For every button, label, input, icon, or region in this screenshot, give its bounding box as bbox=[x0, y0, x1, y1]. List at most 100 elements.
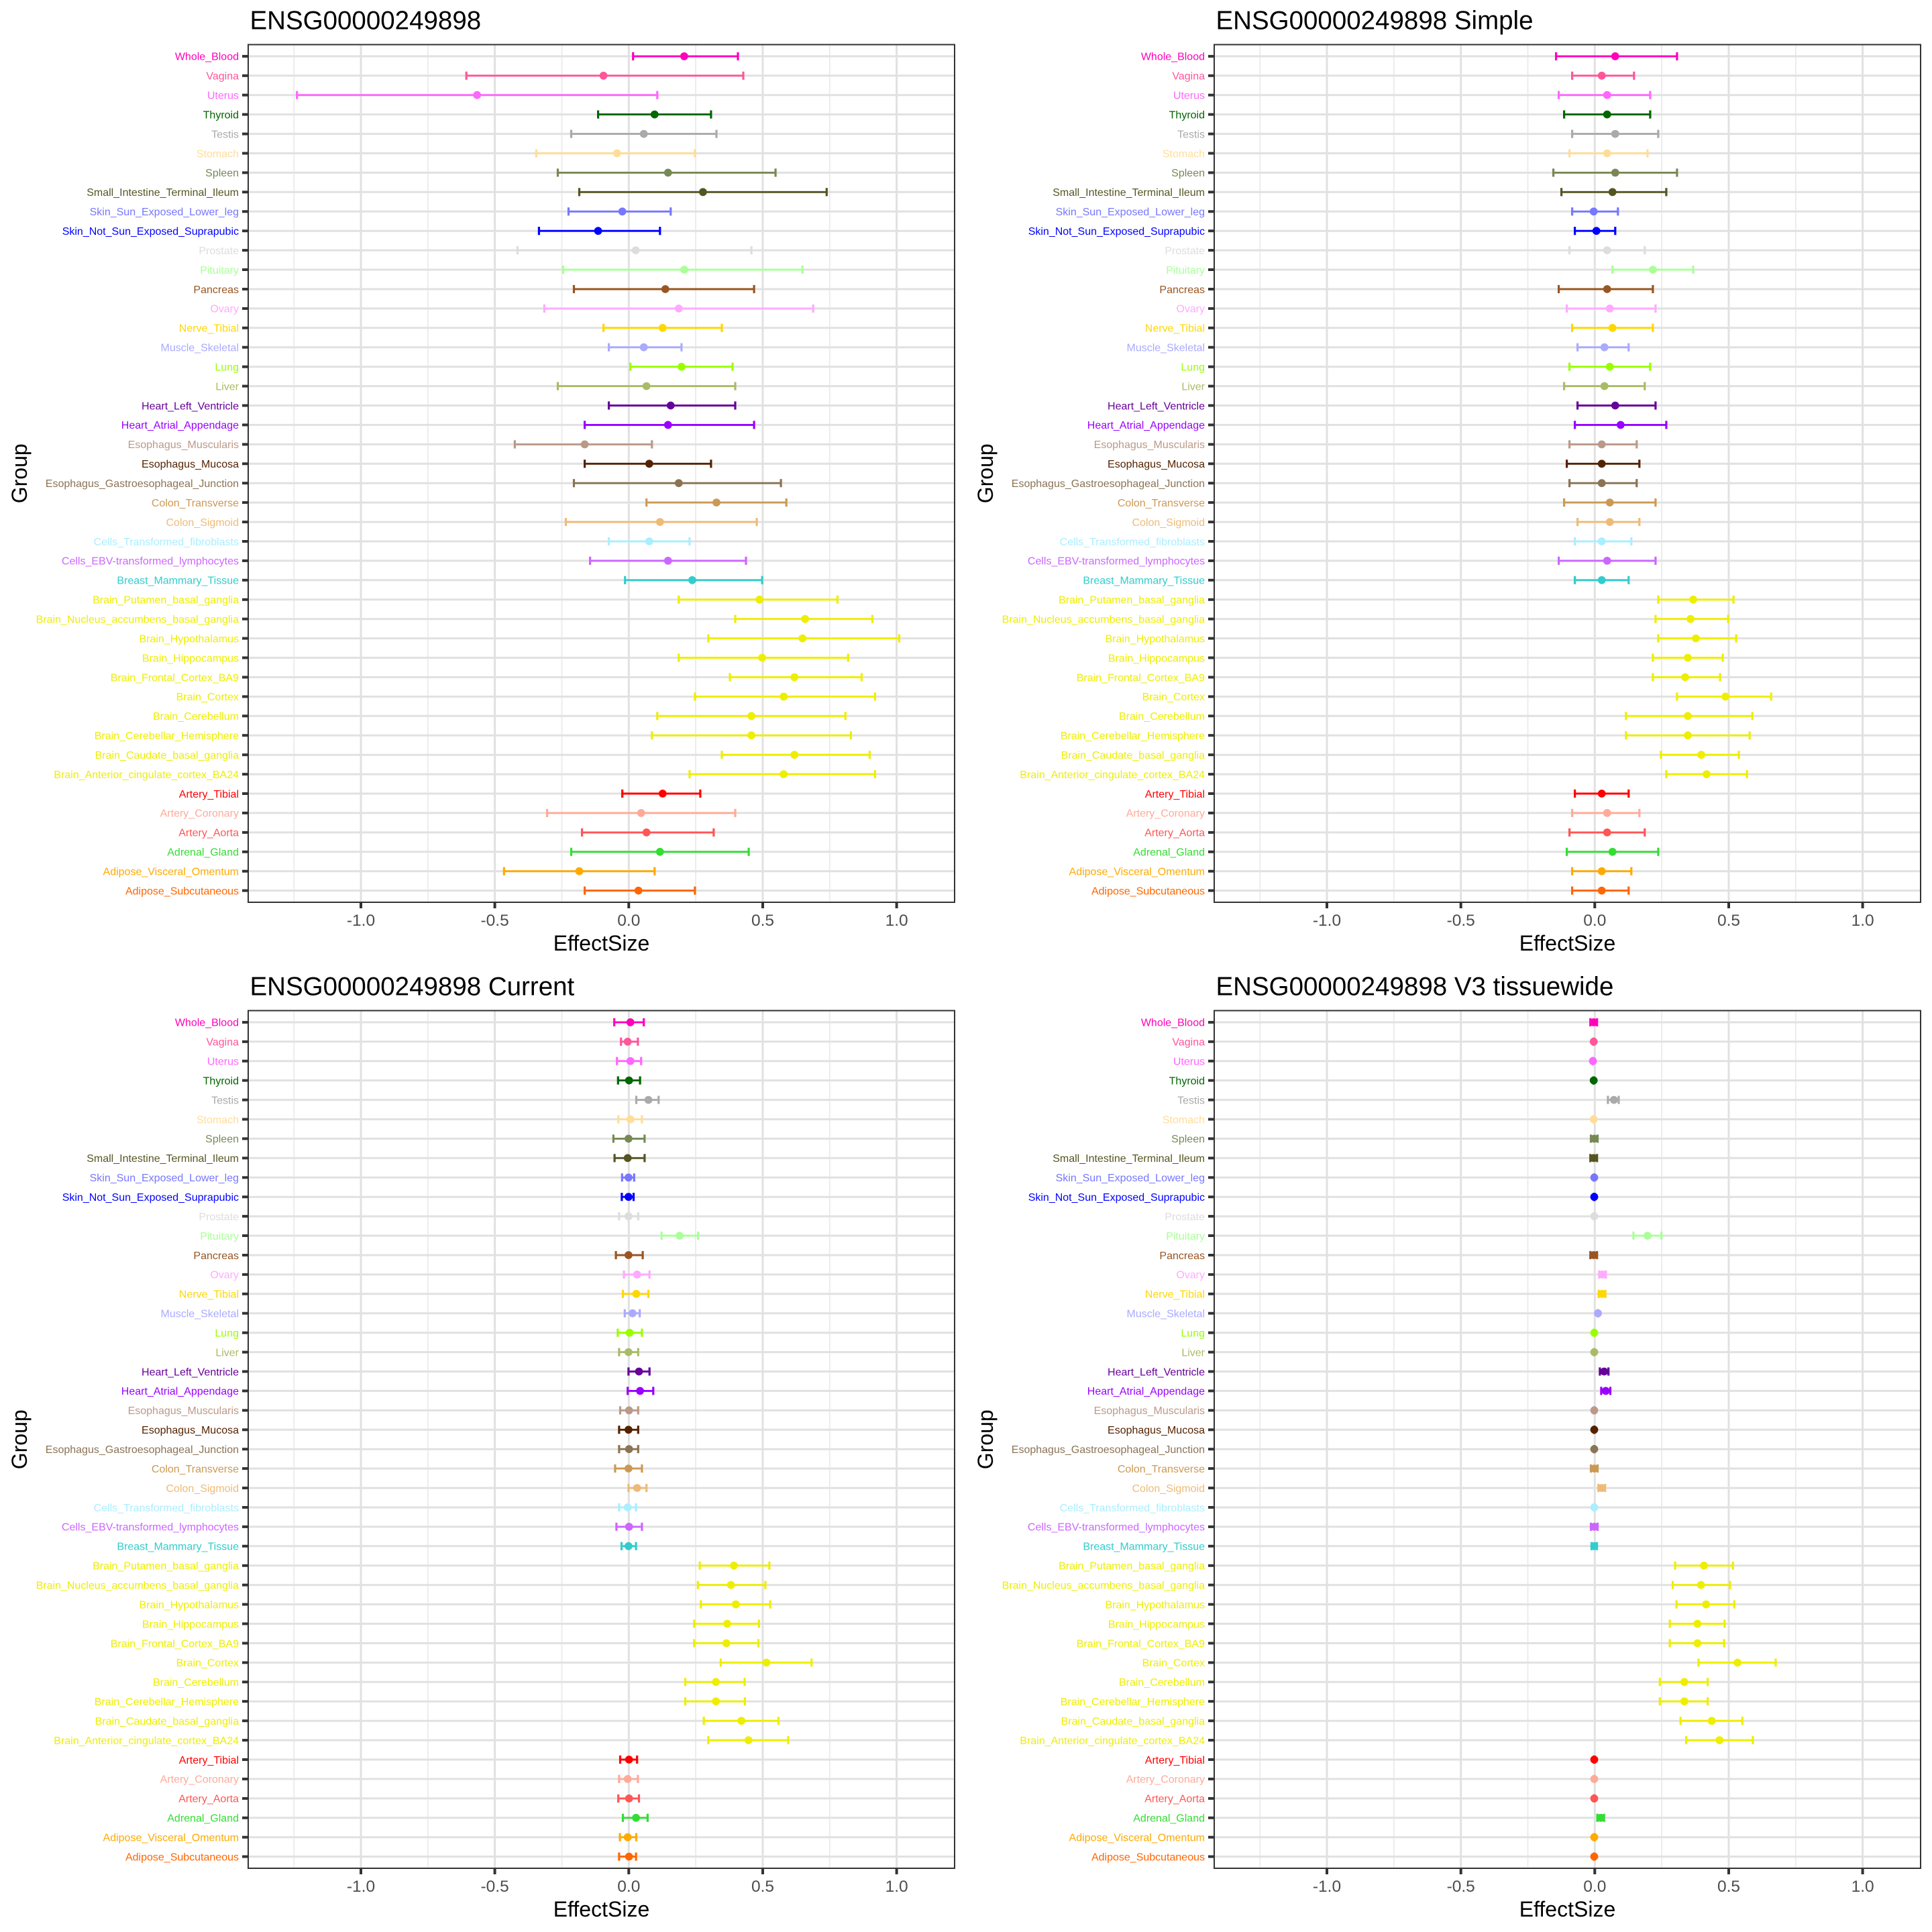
svg-text:Heart_Atrial_Appendage: Heart_Atrial_Appendage bbox=[1087, 1386, 1205, 1397]
svg-text:Spleen: Spleen bbox=[1171, 1134, 1205, 1145]
svg-text:-1.0: -1.0 bbox=[1313, 1878, 1341, 1896]
svg-text:0.5: 0.5 bbox=[751, 912, 774, 930]
svg-text:Group: Group bbox=[7, 443, 32, 503]
svg-text:Adipose_Visceral_Omentum: Adipose_Visceral_Omentum bbox=[103, 1833, 239, 1844]
svg-text:Brain_Hippocampus: Brain_Hippocampus bbox=[1108, 1619, 1205, 1630]
svg-text:Pancreas: Pancreas bbox=[193, 284, 239, 296]
svg-text:Cells_Transformed_fibroblasts: Cells_Transformed_fibroblasts bbox=[94, 1503, 239, 1514]
svg-text:Group: Group bbox=[973, 1409, 998, 1469]
svg-text:Brain_Putamen_basal_ganglia: Brain_Putamen_basal_ganglia bbox=[1059, 595, 1205, 606]
svg-text:Brain_Cortex: Brain_Cortex bbox=[176, 692, 239, 703]
svg-text:Testis: Testis bbox=[211, 1095, 239, 1106]
svg-text:Whole_Blood: Whole_Blood bbox=[1141, 1018, 1205, 1029]
svg-text:Uterus: Uterus bbox=[207, 1057, 239, 1068]
svg-text:Cells_Transformed_fibroblasts: Cells_Transformed_fibroblasts bbox=[94, 537, 239, 548]
svg-text:Small_Intestine_Terminal_Ileum: Small_Intestine_Terminal_Ileum bbox=[87, 1153, 239, 1165]
svg-text:Skin_Sun_Exposed_Lower_leg: Skin_Sun_Exposed_Lower_leg bbox=[90, 1173, 239, 1184]
svg-text:Brain_Caudate_basal_ganglia: Brain_Caudate_basal_ganglia bbox=[1061, 1716, 1205, 1727]
svg-text:Artery_Tibial: Artery_Tibial bbox=[1145, 789, 1205, 800]
svg-text:Testis: Testis bbox=[1177, 129, 1205, 140]
svg-text:Pituitary: Pituitary bbox=[200, 1231, 239, 1242]
svg-text:Small_Intestine_Terminal_Ileum: Small_Intestine_Terminal_Ileum bbox=[1053, 1153, 1205, 1165]
svg-text:Spleen: Spleen bbox=[205, 1134, 239, 1145]
svg-text:Cells_Transformed_fibroblasts: Cells_Transformed_fibroblasts bbox=[1060, 1503, 1205, 1514]
svg-text:Artery_Coronary: Artery_Coronary bbox=[1126, 1774, 1205, 1786]
svg-text:Adipose_Subcutaneous: Adipose_Subcutaneous bbox=[125, 1851, 239, 1863]
svg-text:Colon_Sigmoid: Colon_Sigmoid bbox=[1132, 517, 1205, 529]
svg-text:1.0: 1.0 bbox=[885, 912, 908, 930]
svg-text:0.5: 0.5 bbox=[1717, 1878, 1740, 1896]
svg-text:Brain_Caudate_basal_ganglia: Brain_Caudate_basal_ganglia bbox=[95, 1716, 239, 1727]
svg-text:Brain_Cerebellum: Brain_Cerebellum bbox=[1119, 711, 1205, 722]
svg-text:Brain_Cortex: Brain_Cortex bbox=[176, 1658, 239, 1669]
svg-text:Esophagus_Muscularis: Esophagus_Muscularis bbox=[128, 1405, 239, 1417]
svg-text:Brain_Frontal_Cortex_BA9: Brain_Frontal_Cortex_BA9 bbox=[111, 672, 239, 684]
svg-text:-0.5: -0.5 bbox=[480, 1878, 508, 1896]
svg-text:Heart_Atrial_Appendage: Heart_Atrial_Appendage bbox=[121, 420, 239, 431]
svg-text:-0.5: -0.5 bbox=[1447, 912, 1475, 930]
svg-text:Brain_Cerebellar_Hemisphere: Brain_Cerebellar_Hemisphere bbox=[1061, 1697, 1205, 1708]
svg-text:Whole_Blood: Whole_Blood bbox=[175, 1018, 239, 1029]
svg-text:Skin_Not_Sun_Exposed_Suprapubi: Skin_Not_Sun_Exposed_Suprapubic bbox=[62, 1192, 239, 1203]
svg-text:0.0: 0.0 bbox=[1583, 912, 1606, 930]
svg-text:Brain_Caudate_basal_ganglia: Brain_Caudate_basal_ganglia bbox=[95, 750, 239, 761]
svg-text:Brain_Cerebellum: Brain_Cerebellum bbox=[1119, 1677, 1205, 1688]
svg-text:Heart_Left_Ventricle: Heart_Left_Ventricle bbox=[142, 1366, 239, 1378]
svg-text:Brain_Cerebellum: Brain_Cerebellum bbox=[153, 711, 239, 722]
svg-text:Adrenal_Gland: Adrenal_Gland bbox=[167, 847, 239, 859]
svg-text:Skin_Not_Sun_Exposed_Suprapubi: Skin_Not_Sun_Exposed_Suprapubic bbox=[1028, 1192, 1205, 1203]
svg-text:Group: Group bbox=[973, 443, 998, 503]
svg-text:Cells_EBV-transformed_lymphocy: Cells_EBV-transformed_lymphocytes bbox=[1028, 556, 1205, 568]
svg-text:Muscle_Skeletal: Muscle_Skeletal bbox=[161, 343, 239, 354]
svg-text:Small_Intestine_Terminal_Ileum: Small_Intestine_Terminal_Ileum bbox=[87, 187, 239, 199]
svg-text:Adipose_Visceral_Omentum: Adipose_Visceral_Omentum bbox=[1069, 867, 1205, 878]
svg-text:Muscle_Skeletal: Muscle_Skeletal bbox=[1127, 343, 1205, 354]
svg-text:Esophagus_Muscularis: Esophagus_Muscularis bbox=[1094, 1405, 1205, 1417]
svg-text:0.5: 0.5 bbox=[1717, 912, 1740, 930]
svg-text:Lung: Lung bbox=[1181, 1328, 1205, 1340]
svg-text:ENSG00000249898 Simple: ENSG00000249898 Simple bbox=[1216, 6, 1534, 35]
svg-text:-1.0: -1.0 bbox=[347, 1878, 375, 1896]
svg-text:Skin_Sun_Exposed_Lower_leg: Skin_Sun_Exposed_Lower_leg bbox=[90, 207, 239, 218]
svg-text:Esophagus_Gastroesophageal_Jun: Esophagus_Gastroesophageal_Junction bbox=[46, 1444, 239, 1456]
svg-text:Skin_Not_Sun_Exposed_Suprapubi: Skin_Not_Sun_Exposed_Suprapubic bbox=[1028, 226, 1205, 237]
svg-text:Artery_Coronary: Artery_Coronary bbox=[160, 1774, 239, 1786]
svg-text:Heart_Left_Ventricle: Heart_Left_Ventricle bbox=[142, 400, 239, 412]
svg-text:ENSG00000249898 V3 tissuewide: ENSG00000249898 V3 tissuewide bbox=[1216, 972, 1614, 1001]
svg-text:Lung: Lung bbox=[215, 362, 239, 374]
svg-text:Brain_Cerebellar_Hemisphere: Brain_Cerebellar_Hemisphere bbox=[95, 731, 239, 742]
svg-text:Brain_Frontal_Cortex_BA9: Brain_Frontal_Cortex_BA9 bbox=[111, 1638, 239, 1650]
svg-text:Artery_Tibial: Artery_Tibial bbox=[1145, 1755, 1205, 1766]
svg-text:EffectSize: EffectSize bbox=[1519, 1897, 1615, 1921]
svg-text:Whole_Blood: Whole_Blood bbox=[175, 52, 239, 63]
svg-text:Stomach: Stomach bbox=[197, 148, 239, 160]
svg-text:Brain_Caudate_basal_ganglia: Brain_Caudate_basal_ganglia bbox=[1061, 750, 1205, 761]
svg-text:Brain_Cortex: Brain_Cortex bbox=[1142, 1658, 1205, 1669]
svg-text:Adrenal_Gland: Adrenal_Gland bbox=[167, 1813, 239, 1825]
svg-text:Nerve_Tibial: Nerve_Tibial bbox=[1145, 1289, 1205, 1301]
svg-text:Breast_Mammary_Tissue: Breast_Mammary_Tissue bbox=[1083, 1542, 1205, 1553]
svg-text:Esophagus_Mucosa: Esophagus_Mucosa bbox=[142, 1425, 239, 1436]
svg-text:Brain_Hypothalamus: Brain_Hypothalamus bbox=[139, 1599, 239, 1611]
svg-text:Esophagus_Mucosa: Esophagus_Mucosa bbox=[1108, 1425, 1205, 1436]
svg-text:Colon_Transverse: Colon_Transverse bbox=[152, 1464, 239, 1475]
svg-text:Brain_Frontal_Cortex_BA9: Brain_Frontal_Cortex_BA9 bbox=[1077, 1638, 1205, 1650]
svg-text:Vagina: Vagina bbox=[1172, 71, 1205, 83]
svg-text:Thyroid: Thyroid bbox=[203, 109, 239, 121]
svg-text:Brain_Anterior_cingulate_corte: Brain_Anterior_cingulate_cortex_BA24 bbox=[54, 1735, 239, 1747]
svg-text:Spleen: Spleen bbox=[205, 168, 239, 179]
svg-text:Stomach: Stomach bbox=[197, 1114, 239, 1126]
svg-text:Testis: Testis bbox=[211, 129, 239, 140]
svg-text:Small_Intestine_Terminal_Ileum: Small_Intestine_Terminal_Ileum bbox=[1053, 187, 1205, 199]
svg-text:Pituitary: Pituitary bbox=[1166, 1231, 1205, 1242]
svg-text:Breast_Mammary_Tissue: Breast_Mammary_Tissue bbox=[1083, 576, 1205, 587]
svg-text:Nerve_Tibial: Nerve_Tibial bbox=[179, 323, 239, 335]
svg-text:0.0: 0.0 bbox=[617, 1878, 640, 1896]
svg-text:Uterus: Uterus bbox=[207, 91, 239, 102]
svg-text:Brain_Cerebellum: Brain_Cerebellum bbox=[153, 1677, 239, 1688]
svg-text:Brain_Nucleus_accumbens_basal_: Brain_Nucleus_accumbens_basal_ganglia bbox=[36, 1580, 239, 1592]
svg-text:Vagina: Vagina bbox=[206, 71, 239, 83]
svg-text:Colon_Sigmoid: Colon_Sigmoid bbox=[166, 1483, 239, 1495]
svg-text:EffectSize: EffectSize bbox=[553, 931, 649, 955]
svg-text:Brain_Putamen_basal_ganglia: Brain_Putamen_basal_ganglia bbox=[1059, 1561, 1205, 1572]
